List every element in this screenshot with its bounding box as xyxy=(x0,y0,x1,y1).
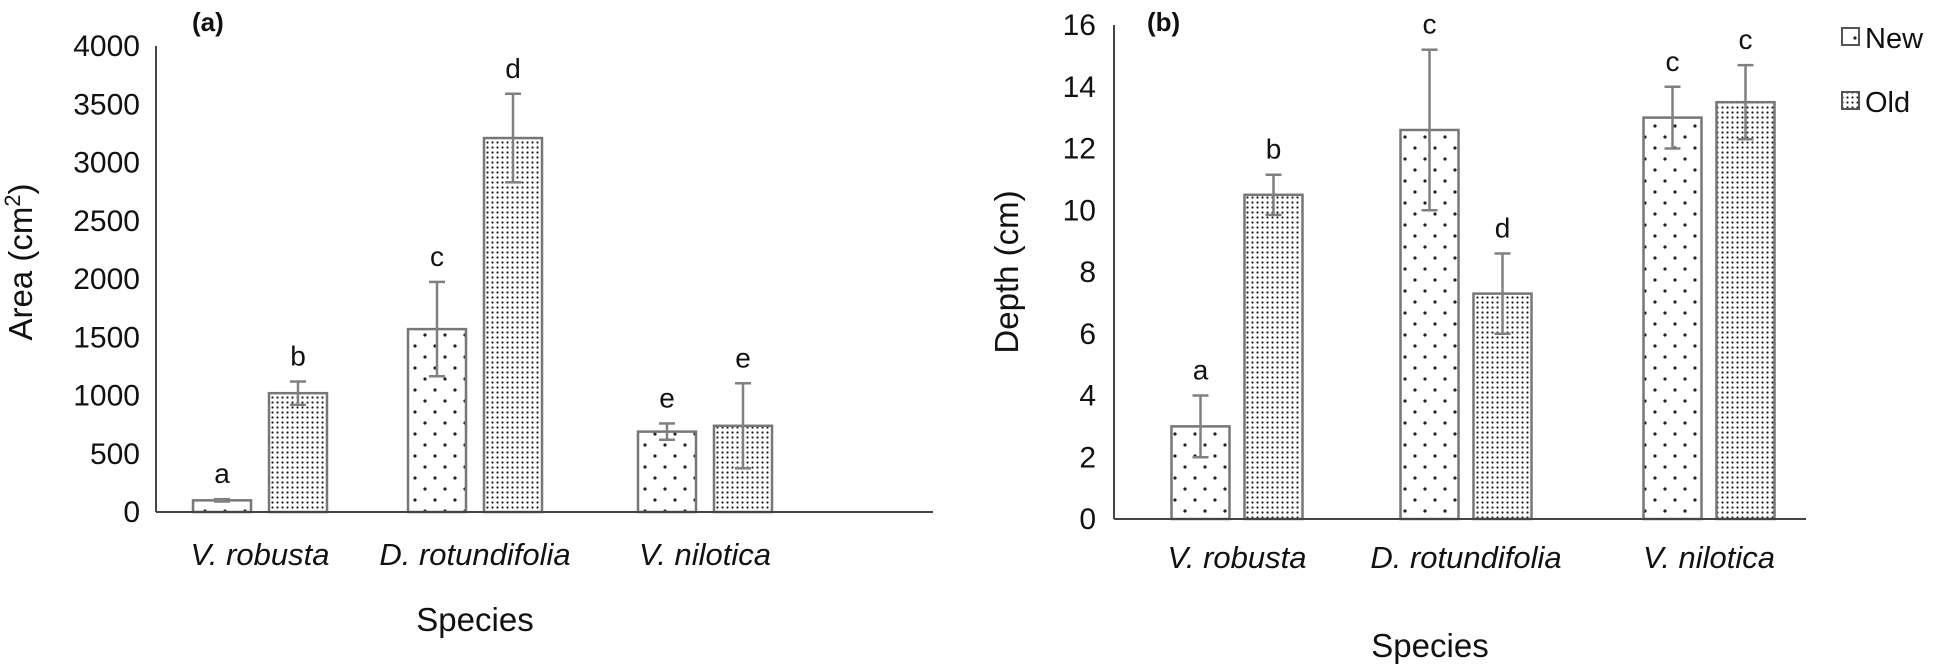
y-tick-label: 16 xyxy=(1063,9,1096,42)
x-category-label: V. robusta xyxy=(190,537,329,572)
bars-b: a c c b d c xyxy=(1170,9,1776,521)
x-category-label: V. nilotica xyxy=(1643,540,1775,575)
significance-label: c xyxy=(1423,9,1437,40)
panel-label-b: (b) xyxy=(1147,7,1180,37)
y-tick-label: 2000 xyxy=(73,263,140,296)
significance-label: e xyxy=(735,342,751,373)
y-tick-label: 1000 xyxy=(73,380,140,413)
svg-text:Area (cm2): Area (cm2) xyxy=(0,183,39,340)
y-axis-title-a: Area (cm2) xyxy=(0,183,39,340)
legend-swatch-new xyxy=(1841,27,1860,46)
bar-new xyxy=(1642,116,1703,521)
y-tick-label: 6 xyxy=(1079,318,1096,351)
significance-label: a xyxy=(1193,355,1209,386)
significance-label: e xyxy=(659,382,675,413)
y-tick-label: 10 xyxy=(1063,194,1096,227)
y-tick-label: 3500 xyxy=(73,88,140,121)
y-tick-label: 1500 xyxy=(73,321,140,354)
y-tick-label: 0 xyxy=(123,496,140,529)
x-categories-b: V. robusta D. rotundifolia V. nilotica xyxy=(1167,540,1775,575)
chart-panel-b: (b) Depth (cm) Species 0 2 4 6 8 10 12 14 16 a c c… xyxy=(988,7,1806,664)
x-categories-a: V. robusta D. rotundifolia V. nilotica xyxy=(190,537,771,572)
bars-a: a c e b d e xyxy=(191,53,774,514)
bar-old xyxy=(1243,193,1304,521)
y-tick-label: 4000 xyxy=(73,30,140,63)
legend: New Old xyxy=(1841,23,1924,119)
x-axis-title-a: Species xyxy=(416,601,533,638)
chart-panel-a: (a) Area (cm2) Species 0 500 1000 1500 2000 2… xyxy=(0,7,933,638)
significance-label: c xyxy=(430,241,444,272)
significance-label: b xyxy=(1266,134,1282,165)
panel-label-a: (a) xyxy=(192,7,224,37)
x-axis-title-b: Species xyxy=(1371,627,1488,664)
significance-label: a xyxy=(214,458,230,489)
bar-old xyxy=(1715,100,1776,521)
legend-label-new: New xyxy=(1865,23,1924,55)
y-tick-label: 4 xyxy=(1079,380,1096,413)
y-tick-label: 2 xyxy=(1079,441,1096,474)
y-tick-label: 12 xyxy=(1063,133,1096,166)
significance-label: d xyxy=(505,53,521,84)
y-ticks-a: 0 500 1000 1500 2000 2500 3000 3500 4000 xyxy=(73,30,140,529)
y-tick-label: 0 xyxy=(1079,503,1096,536)
y-axis-title-a-main: Area (cm xyxy=(2,207,39,341)
bar-old xyxy=(267,391,329,514)
x-category-label: D. rotundifolia xyxy=(1370,540,1561,575)
y-tick-label: 8 xyxy=(1079,256,1096,289)
y-tick-label: 3000 xyxy=(73,147,140,180)
y-tick-label: 14 xyxy=(1063,71,1096,104)
y-tick-label: 500 xyxy=(90,438,140,471)
y-tick-label: 2500 xyxy=(73,205,140,238)
y-axis-title-a-end: ) xyxy=(2,183,39,194)
x-category-label: D. rotundifolia xyxy=(379,537,570,572)
bar-old xyxy=(482,136,544,514)
bar-new xyxy=(636,430,698,514)
y-ticks-b: 0 2 4 6 8 10 12 14 16 xyxy=(1063,9,1096,536)
significance-label: d xyxy=(1495,212,1511,243)
x-category-label: V. robusta xyxy=(1167,540,1306,575)
legend-swatch-old xyxy=(1841,91,1860,110)
y-axis-title-b: Depth (cm) xyxy=(988,190,1025,353)
x-category-label: V. nilotica xyxy=(639,537,771,572)
significance-label: c xyxy=(1739,24,1753,55)
legend-label-old: Old xyxy=(1865,87,1910,119)
significance-label: c xyxy=(1666,46,1680,77)
y-axis-title-a-sup: 2 xyxy=(0,194,25,206)
significance-label: b xyxy=(290,341,306,372)
